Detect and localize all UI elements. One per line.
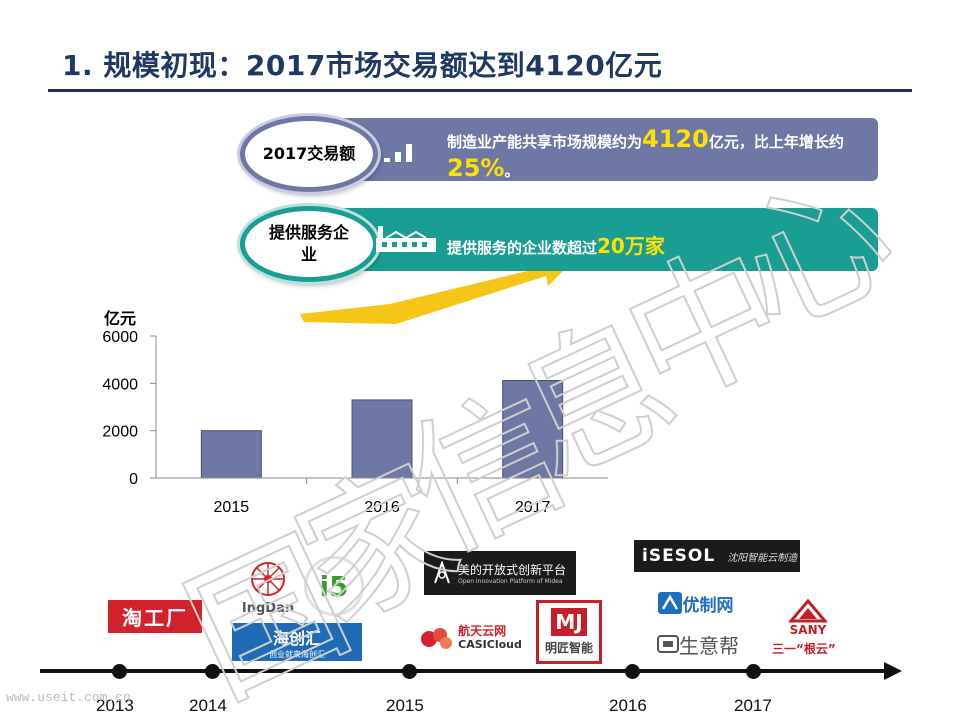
youzhiwang-mark-icon [657, 592, 682, 614]
timeline-year-2014: 2014 [189, 696, 227, 715]
trade-volume-chart: 亿元 0 2000 4000 6000 2015 2016 2017 [102, 309, 608, 515]
y-axis-unit-label: 亿元 [104, 309, 136, 328]
shengyibang-logo: 生意帮 [648, 628, 748, 660]
ingdan-logo-text: IngDan [241, 600, 295, 616]
trade-volume-badge: 2017交易额 [240, 116, 378, 192]
mingjiang-logo-text: 明匠智能 [544, 641, 593, 655]
growth-arrow [300, 254, 580, 324]
timeline-dot-2013 [112, 664, 127, 679]
service-firms-text-prefix: 提供服务的企业数超过 [447, 239, 598, 257]
casicloud-logo: 航天云网 CASICloud [414, 623, 528, 653]
youzhiwang-logo: 优制网 [640, 588, 750, 618]
haichuanghui-logo-subtext: 创业就来海创汇 [269, 649, 325, 659]
casicloud-logo-text: 航天云网 [458, 624, 507, 638]
trade-volume-text-mid: 亿元，比上年增长约 [708, 133, 844, 151]
sany-logo: SANY [784, 596, 832, 640]
x-tick-label: 2017 [515, 499, 551, 515]
bar-2015 [200, 430, 262, 479]
haichuanghui-logo-text: 海创汇 [272, 628, 321, 648]
timeline-dot-2015 [402, 664, 417, 679]
sany-logo-text: SANY [789, 623, 827, 637]
i5-logo: i5 [304, 556, 364, 616]
service-firms-badge-label: 提供服务企业 [269, 223, 350, 264]
x-tick-label: 2015 [214, 499, 250, 515]
shengyibang-mark-icon [657, 635, 679, 653]
growth-rate-value: 25% [447, 154, 505, 182]
shengyibang-logo-text: 生意帮 [679, 633, 739, 658]
title-underline [48, 89, 912, 92]
youzhiwang-logo-text: 优制网 [682, 595, 734, 616]
midea-logo-subtext: Open Innovation Platform of Midea [458, 578, 563, 585]
mingjiang-mark-icon: MJ [551, 608, 587, 636]
isesol-logo: iSESOL 沈阳智能云制造 [634, 540, 800, 572]
midea-logo-text: 美的开放式创新平台 [458, 563, 567, 577]
service-firms-badge: 提供服务企业 [240, 206, 378, 282]
sany-mark-icon [789, 599, 827, 623]
isesol-logo-subtext: 沈阳智能云制造 [727, 552, 798, 564]
isesol-logo-text: iSESOL [642, 546, 716, 566]
timeline-dot-2016 [625, 664, 640, 679]
timeline-arrowhead [884, 662, 902, 680]
sany-rootcloud-label: 三一“根云” [772, 642, 836, 656]
ingdan-logo: IngDan [238, 556, 298, 618]
x-tick-label: 2016 [364, 499, 400, 515]
haichuanghui-logo: 海创汇 创业就来海创汇 [232, 623, 362, 661]
bar-2016 [351, 399, 413, 479]
casicloud-logo-subtext: CASICloud [458, 638, 522, 651]
page-title: 1. 规模初现：2017市场交易额达到4120亿元 [62, 49, 663, 82]
service-firms-text: 提供服务的企业数超过20万家 [447, 230, 665, 259]
timeline-dot-2014 [205, 664, 220, 679]
trade-volume-text: 制造业产能共享市场规模约为4120亿元，比上年增长约 25%。 [447, 126, 877, 184]
trade-volume-badge-label: 2017交易额 [262, 144, 356, 163]
taogongchang-logo-text: 淘工厂 [122, 606, 188, 630]
casicloud-logo-words: 航天云网 CASICloud [458, 624, 522, 652]
midea-open-innovation-logo: 美的开放式创新平台 Open Innovation Platform of Mi… [424, 551, 576, 595]
ingdan-network-icon [251, 561, 285, 596]
y-tick-label: 4000 [102, 376, 138, 393]
trade-volume-banner [300, 118, 878, 181]
y-tick-label: 6000 [102, 329, 138, 346]
watermark-url: www.useit.com.cn [6, 690, 131, 705]
timeline-dot-2017 [746, 664, 761, 679]
taogongchang-logo: 淘工厂 [108, 600, 202, 633]
y-tick-label: 0 [129, 471, 138, 488]
y-tick-label: 2000 [102, 424, 138, 441]
midea-mark-icon [434, 561, 450, 584]
service-firms-value: 20万家 [597, 234, 665, 258]
i5-logo-text: i5 [319, 569, 349, 603]
bar-chart-icon [384, 144, 412, 162]
timeline-year-2017: 2017 [734, 696, 772, 715]
timeline-year-2015: 2015 [386, 696, 424, 715]
trade-volume-text-prefix: 制造业产能共享市场规模约为 [447, 133, 643, 151]
trade-volume-text-suffix: 。 [504, 162, 520, 180]
factory-icon [376, 226, 436, 252]
bar-2017 [502, 379, 564, 479]
trade-volume-value: 4120 [642, 125, 709, 153]
timeline-year-2013: 2013 [96, 696, 134, 715]
casicloud-mark-icon [421, 628, 453, 649]
timeline-axis [40, 669, 888, 673]
mingjiang-logo: MJ 明匠智能 [536, 600, 602, 664]
timeline-year-2016: 2016 [609, 696, 647, 715]
